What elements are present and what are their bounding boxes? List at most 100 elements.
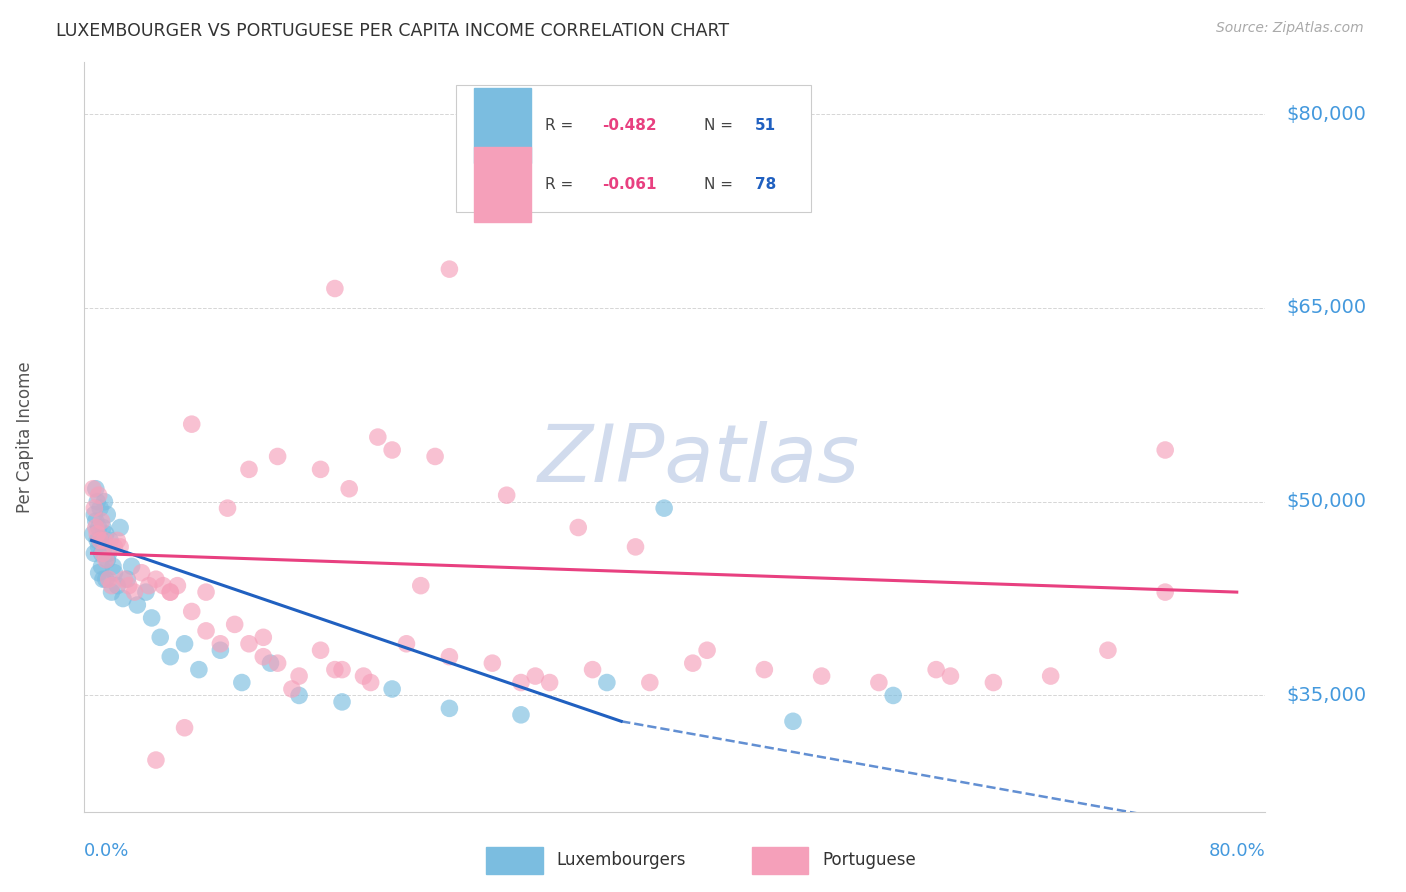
Point	[103, 566, 125, 580]
Point	[96, 508, 118, 522]
FancyBboxPatch shape	[457, 85, 811, 212]
Point	[367, 430, 389, 444]
FancyBboxPatch shape	[474, 88, 531, 163]
Point	[238, 637, 260, 651]
Point	[868, 675, 890, 690]
Point	[259, 656, 281, 670]
Point	[337, 482, 360, 496]
Point	[87, 540, 110, 554]
Text: R =: R =	[546, 118, 578, 133]
Point	[353, 669, 375, 683]
Text: $65,000: $65,000	[1286, 299, 1367, 318]
Point	[395, 637, 418, 651]
Point	[159, 585, 181, 599]
Point	[266, 656, 288, 670]
Point	[266, 450, 288, 464]
Point	[495, 488, 517, 502]
Point	[114, 572, 136, 586]
Point	[103, 540, 125, 554]
Text: N =: N =	[704, 118, 738, 133]
Point	[696, 643, 718, 657]
Point	[83, 508, 105, 522]
Text: ZIPatlas: ZIPatlas	[537, 420, 859, 499]
Point	[94, 572, 117, 586]
Point	[124, 585, 146, 599]
Point	[89, 533, 111, 548]
Point	[145, 753, 167, 767]
Text: N =: N =	[704, 177, 738, 192]
Point	[87, 488, 110, 502]
Point	[939, 669, 962, 683]
Point	[135, 585, 157, 599]
Point	[91, 546, 114, 560]
Point	[89, 533, 111, 548]
Point	[423, 450, 446, 464]
Point	[581, 663, 603, 677]
Point	[100, 579, 122, 593]
Point	[187, 663, 209, 677]
Point	[624, 540, 647, 554]
Point	[330, 663, 353, 677]
Point	[323, 663, 346, 677]
Point	[195, 585, 218, 599]
Point	[925, 663, 948, 677]
Point	[782, 714, 804, 729]
FancyBboxPatch shape	[486, 847, 543, 874]
Point	[159, 585, 181, 599]
Point	[141, 611, 163, 625]
Point	[159, 649, 181, 664]
Point	[1154, 585, 1177, 599]
Text: $35,000: $35,000	[1286, 686, 1367, 705]
Point	[173, 721, 195, 735]
Point	[117, 572, 139, 586]
Point	[252, 630, 274, 644]
Text: Per Capita Income: Per Capita Income	[17, 361, 34, 513]
Point	[1154, 442, 1177, 457]
Point	[101, 559, 124, 574]
Text: LUXEMBOURGER VS PORTUGUESE PER CAPITA INCOME CORRELATION CHART: LUXEMBOURGER VS PORTUGUESE PER CAPITA IN…	[56, 22, 730, 40]
Point	[98, 533, 121, 548]
Point	[309, 462, 332, 476]
Point	[97, 546, 120, 560]
Point	[882, 689, 904, 703]
Point	[810, 669, 832, 683]
Point	[82, 482, 104, 496]
Point	[567, 520, 589, 534]
Point	[360, 675, 382, 690]
Point	[82, 527, 104, 541]
Point	[238, 462, 260, 476]
Point	[97, 572, 120, 586]
Point	[96, 553, 118, 567]
Point	[93, 494, 115, 508]
Point	[90, 514, 112, 528]
Point	[93, 540, 115, 554]
Point	[90, 546, 112, 560]
Point	[381, 442, 404, 457]
Point	[83, 546, 105, 560]
Point	[166, 579, 188, 593]
Text: R =: R =	[546, 177, 578, 192]
Point	[217, 501, 239, 516]
Point	[111, 591, 134, 606]
Text: Portuguese: Portuguese	[823, 852, 917, 870]
Point	[118, 579, 141, 593]
Point	[90, 559, 112, 574]
Point	[105, 533, 128, 548]
Text: 78: 78	[755, 177, 776, 192]
Point	[409, 579, 432, 593]
Point	[231, 675, 253, 690]
Text: 51: 51	[755, 118, 776, 133]
Point	[87, 520, 110, 534]
Point	[754, 663, 776, 677]
Text: Luxembourgers: Luxembourgers	[557, 852, 686, 870]
Point	[86, 533, 108, 548]
Text: Source: ZipAtlas.com: Source: ZipAtlas.com	[1216, 21, 1364, 35]
FancyBboxPatch shape	[752, 847, 808, 874]
Point	[195, 624, 218, 638]
Point	[83, 501, 105, 516]
Point	[288, 669, 311, 683]
Point	[94, 527, 117, 541]
Point	[638, 675, 661, 690]
Point	[381, 681, 404, 696]
Point	[209, 637, 232, 651]
